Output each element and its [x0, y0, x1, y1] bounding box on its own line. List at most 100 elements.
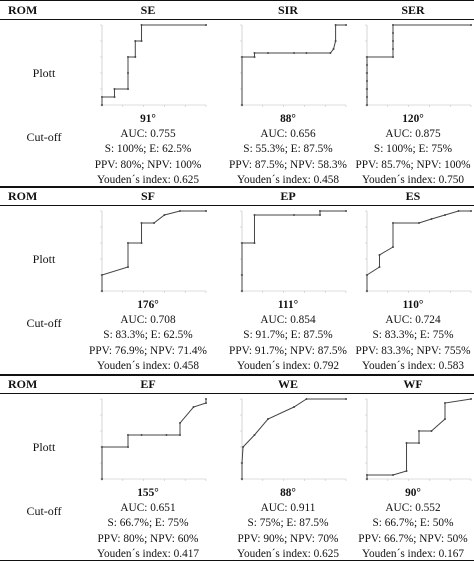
- roc-plot-wf: [357, 397, 473, 495]
- roc-point: [366, 478, 368, 480]
- youden-index: Youden´s index: 0.625: [236, 547, 340, 560]
- roc-curve-svg: [240, 24, 347, 107]
- roc-point: [319, 210, 321, 212]
- roc-plot-ef: [92, 397, 208, 495]
- sensitivity-specificity: S: 83.3%; E: 75%: [372, 329, 454, 342]
- youden-index: Youden´s index: 0.750: [361, 173, 465, 186]
- youden-index: Youden´s index: 0.458: [96, 359, 200, 372]
- roc-plot-sir: [232, 23, 348, 121]
- roc-point: [127, 72, 129, 74]
- roc-curve-line: [101, 399, 207, 479]
- ppv-npv: PPV: 85.7%; NPV: 100%: [355, 158, 471, 171]
- roc-point: [392, 40, 394, 42]
- stats-cell-wf: 90° AUC: 0.552 S: 66.7%; E: 50% PPV: 66.7%;…: [344, 486, 474, 562]
- rule-line: [0, 0, 474, 2]
- roc-point: [392, 56, 394, 58]
- stats-cell-we: 88° AUC: 0.911 S: 75%; E: 87.5% PPV: 90%; N…: [219, 486, 357, 562]
- ppv-npv: PPV: 80%; NPV: 100%: [94, 158, 202, 171]
- roc-point: [134, 40, 137, 42]
- roc-point: [366, 64, 368, 66]
- roc-point: [430, 218, 433, 220]
- roc-point: [101, 274, 103, 276]
- roc-point: [179, 434, 181, 436]
- roc-point: [305, 398, 308, 400]
- roc-point: [140, 242, 143, 244]
- roc-point: [127, 446, 129, 448]
- column-header-ser: SER: [401, 3, 425, 17]
- roc-point: [101, 478, 103, 480]
- youden-index: Youden´s index: 0.417: [96, 547, 200, 560]
- roc-point: [253, 52, 256, 54]
- youden-index: Youden´s index: 0.583: [361, 359, 465, 372]
- plot-axes: [366, 25, 471, 106]
- rom-header: ROM: [8, 3, 38, 17]
- rule-line: [0, 374, 474, 377]
- roc-point: [241, 290, 243, 292]
- roc-point: [101, 96, 103, 98]
- roc-point: [205, 398, 207, 400]
- stats-cell-sir: 88° AUC: 0.656 S: 55.3%; E: 87.5% PPV: 87.5…: [219, 112, 357, 188]
- roc-point: [127, 434, 129, 436]
- cutoff-value: 90°: [405, 487, 421, 499]
- roc-point: [127, 56, 129, 58]
- roc-point: [205, 24, 207, 26]
- roc-point: [293, 406, 295, 408]
- youden-index: Youden´s index: 0.625: [96, 173, 200, 186]
- roc-point: [253, 214, 256, 216]
- roc-point: [392, 32, 394, 34]
- roc-point: [392, 48, 394, 50]
- roc-point: [430, 430, 433, 432]
- roc-plot-se: [92, 23, 208, 121]
- roc-point: [241, 104, 243, 106]
- cutoff-value: 176°: [137, 299, 159, 311]
- roc-point: [444, 418, 446, 420]
- cutoff-value: 110°: [402, 299, 424, 311]
- roc-point: [366, 72, 368, 74]
- column-header-sir: SIR: [277, 3, 298, 17]
- roc-plot-sf: [92, 209, 208, 307]
- roc-point: [444, 214, 446, 216]
- roc-point: [366, 88, 368, 90]
- sensitivity-specificity: S: 100%; E: 75%: [373, 143, 453, 156]
- roc-point: [392, 24, 394, 26]
- roc-curve-svg: [100, 398, 207, 481]
- roc-point: [140, 434, 143, 436]
- roc-point: [241, 462, 243, 464]
- auc-value: AUC: 0.755: [120, 128, 176, 141]
- rule-line: [0, 393, 474, 394]
- cutoff-value: 91°: [140, 113, 156, 125]
- rule-line: [0, 186, 474, 189]
- roc-point: [378, 266, 381, 268]
- plot-axes: [241, 399, 346, 480]
- stats-cell-ep: 111° AUC: 0.854 S: 91.7%; E: 87.5% PPV: 91.…: [219, 298, 357, 374]
- sensitivity-specificity: S: 55.3%; E: 87.5%: [243, 143, 333, 156]
- roc-point: [345, 210, 347, 212]
- rom-header: ROM: [8, 189, 38, 203]
- roc-point: [127, 242, 129, 244]
- roc-point: [101, 446, 103, 448]
- plot-axes: [241, 25, 346, 106]
- ppv-npv: PPV: 87.5%; NPV: 58.3%: [229, 158, 347, 171]
- roc-curve-svg: [240, 398, 347, 481]
- roc-point: [242, 446, 245, 448]
- roc-point: [378, 254, 381, 256]
- roc-point: [470, 398, 472, 400]
- auc-value: AUC: 0.651: [120, 502, 176, 515]
- auc-value: AUC: 0.724: [385, 314, 441, 327]
- roc-curve-line: [101, 210, 206, 291]
- roc-point: [392, 222, 394, 224]
- cutoff-value: 88°: [280, 487, 296, 499]
- ppv-npv: PPV: 83.3%; NPV: 755%: [355, 344, 471, 357]
- roc-curve-svg: [100, 210, 207, 293]
- roc-point: [163, 214, 166, 216]
- roc-point: [405, 442, 408, 444]
- sensitivity-specificity: S: 75%; E: 87.5%: [247, 517, 329, 530]
- roc-point: [444, 402, 446, 404]
- roc-point: [205, 210, 207, 212]
- column-header-we: WE: [277, 377, 298, 391]
- stats-cell-ser: 120° AUC: 0.875 S: 100%; E: 75% PPV: 85.7%;…: [344, 112, 474, 188]
- ppv-npv: PPV: 91.7%; NPV: 87.5%: [229, 344, 347, 357]
- roc-point: [267, 418, 269, 420]
- roc-point: [366, 96, 368, 98]
